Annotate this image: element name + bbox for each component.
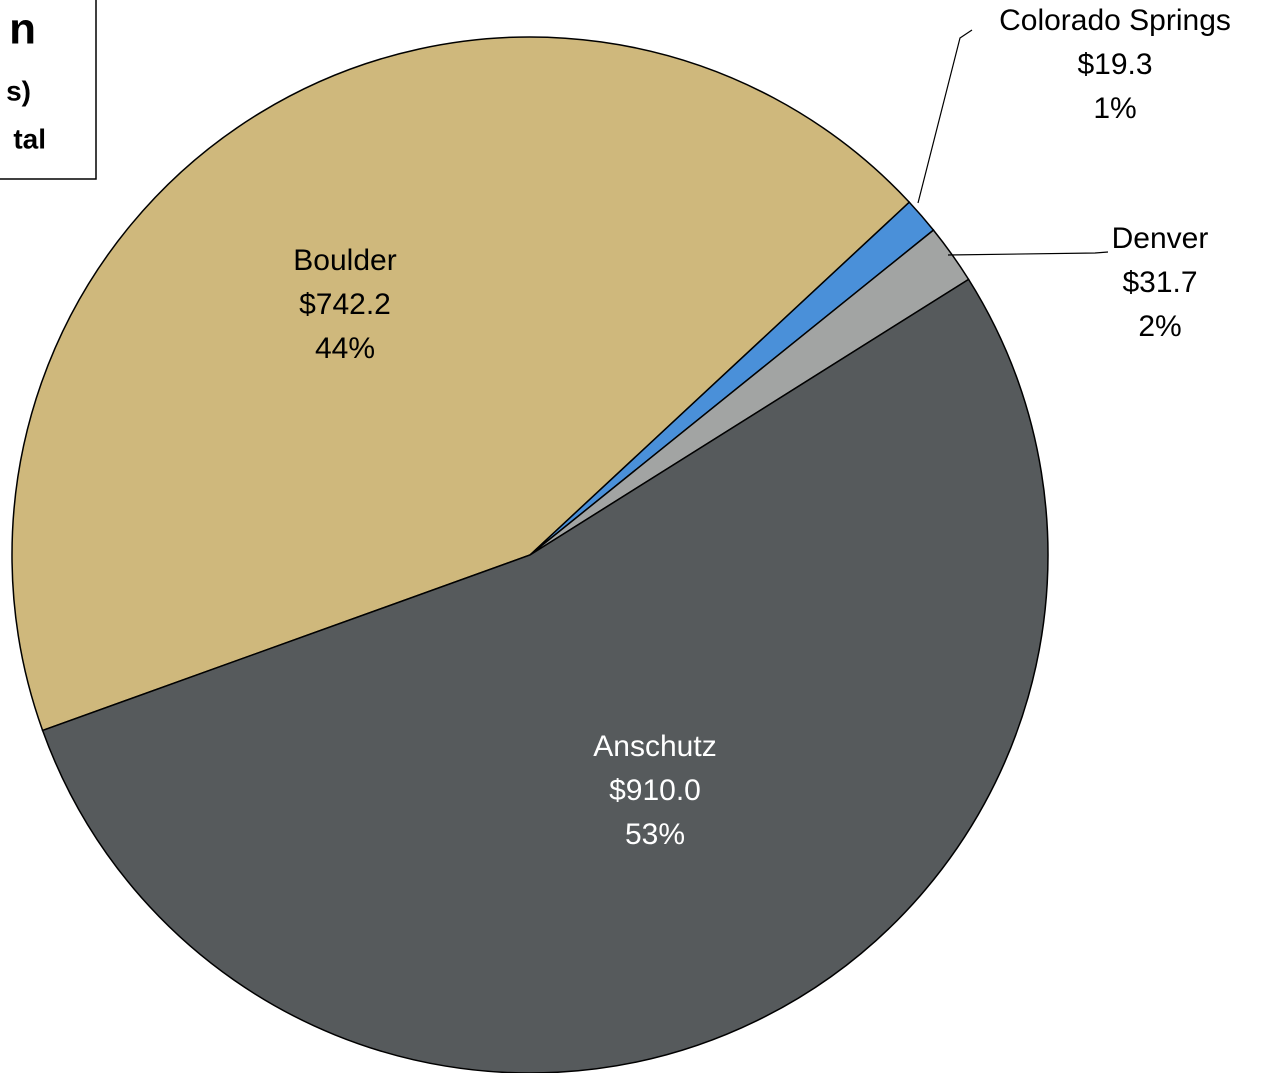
- leader-line: [917, 29, 973, 204]
- labels: Boulder $742.2 44% Colorado Springs $19.3 1% D…: [293, 4, 1231, 851]
- percent-label: 1%: [1093, 92, 1136, 125]
- slice-label: Boulder: [293, 244, 396, 277]
- percent-label: 53%: [625, 818, 685, 851]
- percent-label: 44%: [315, 332, 375, 365]
- pie-slice: [11, 36, 911, 732]
- value-label: $31.7: [1122, 266, 1197, 299]
- pie: [11, 36, 1049, 1073]
- percent-label: 2%: [1138, 310, 1181, 343]
- value-label: $19.3: [1077, 48, 1152, 81]
- chart-title: n: [9, 5, 36, 54]
- leader-line: [947, 251, 1109, 256]
- slice-label: Denver: [1112, 222, 1209, 255]
- chart-subtitle: s): [6, 75, 31, 106]
- title-box: [0, 0, 97, 180]
- chart-note: tal: [13, 123, 46, 154]
- value-label: $910.0: [609, 774, 701, 807]
- slice-label: Anschutz: [593, 730, 716, 763]
- value-label: $742.2: [299, 288, 391, 321]
- slice-label: Colorado Springs: [999, 4, 1231, 37]
- pie-slice: [41, 278, 1049, 1073]
